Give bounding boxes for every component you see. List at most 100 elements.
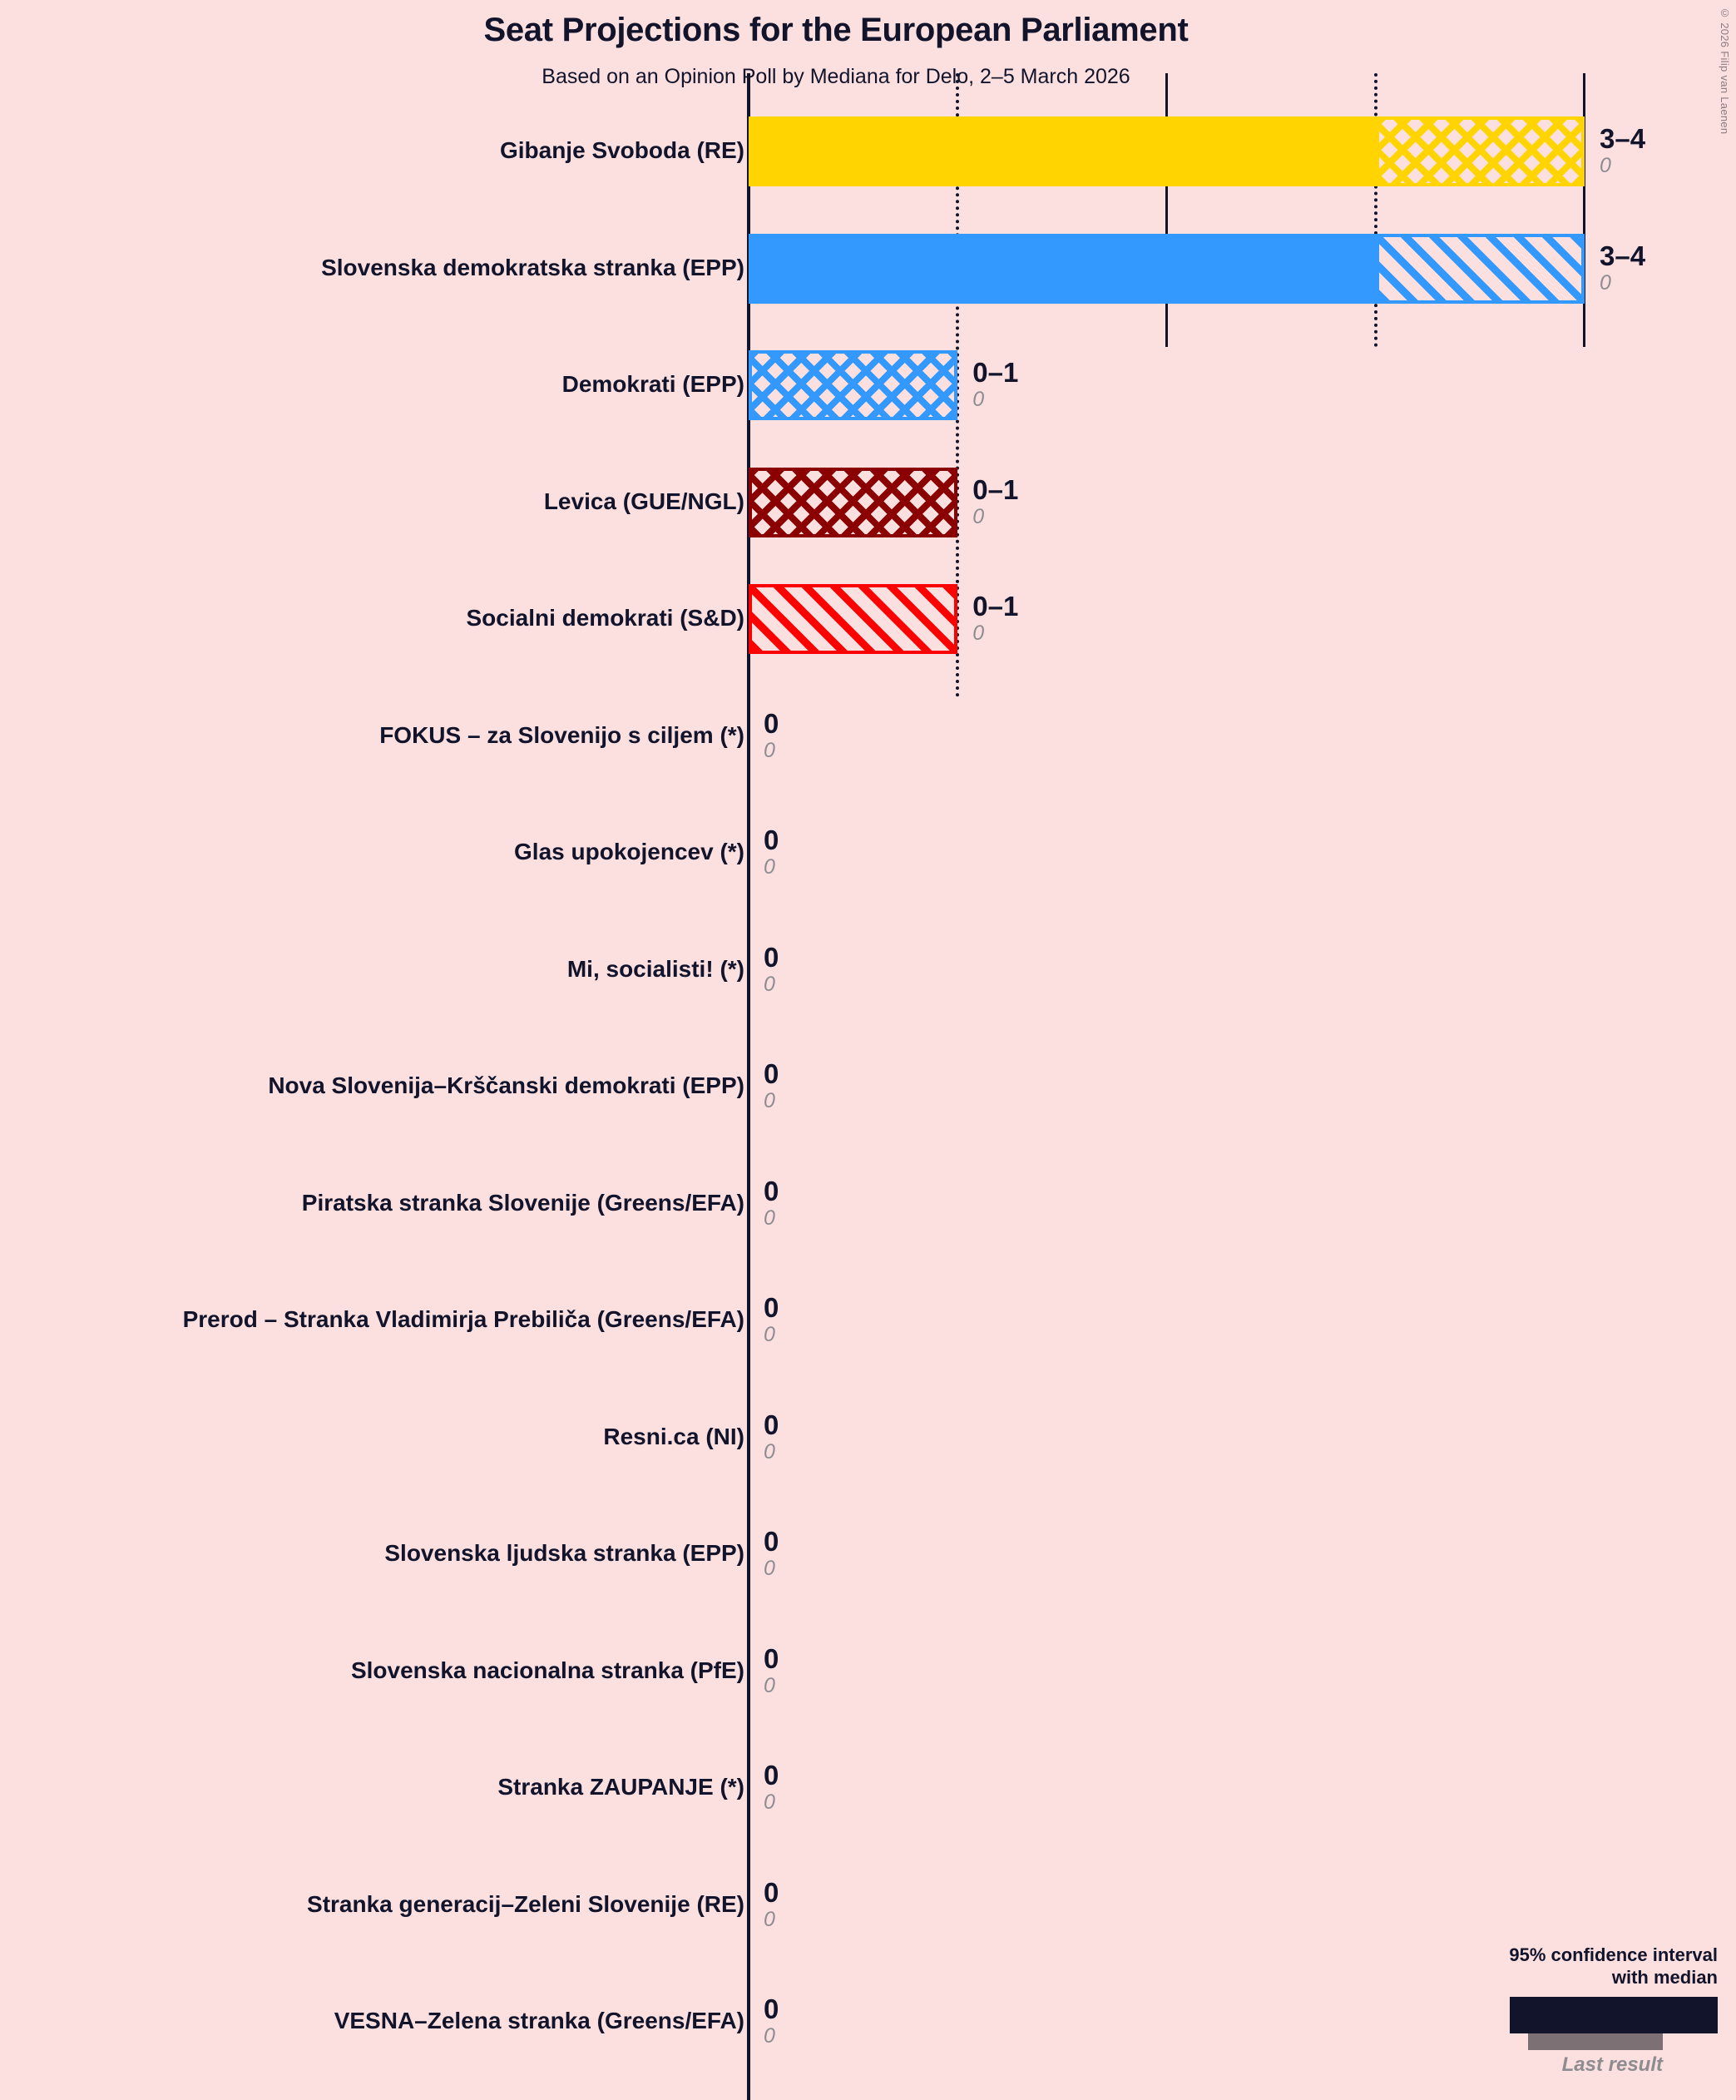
seat-value-block: 0–1 0 <box>972 476 1018 527</box>
seat-range-label: 0 <box>764 707 779 739</box>
seat-range-label: 0–1 <box>972 473 1019 505</box>
gridline-3 <box>1373 73 1377 347</box>
chart-row: Prerod – Stranka Vladimirja Prebiliča (G… <box>0 1285 1736 1355</box>
seat-value-block: 3–4 0 <box>1600 242 1645 294</box>
seat-range-label: 0 <box>764 1526 779 1557</box>
party-label: Stranka ZAUPANJE (*) <box>497 1774 744 1800</box>
party-label: Levica (GUE/NGL) <box>543 488 744 514</box>
chart-row: Socialni demokrati (S&D) 0–1 0 <box>0 584 1736 654</box>
seat-range-label: 0 <box>764 1058 779 1089</box>
chart-row: Stranka ZAUPANJE (*) 0 0 <box>0 1753 1736 1823</box>
seat-range-label: 0 <box>764 1876 779 1908</box>
last-result-label: 0 <box>764 738 775 762</box>
chart-row: Levica (GUE/NGL) 0–1 0 <box>0 467 1736 537</box>
last-result-label: 0 <box>764 1439 775 1464</box>
seat-range-label: 0 <box>764 1175 779 1206</box>
party-label: Piratska stranka Slovenije (Greens/EFA) <box>301 1189 744 1216</box>
legend-last-result-label: Last result <box>1561 2053 1663 2076</box>
bar-confidence-segment <box>749 467 958 537</box>
party-label: Slovenska demokratska stranka (EPP) <box>321 254 744 280</box>
legend-diagonal-segment <box>1683 1999 1715 2031</box>
last-result-label: 0 <box>764 1907 775 1931</box>
last-result-label: 0 <box>972 622 985 645</box>
gridline-4 <box>1583 73 1585 347</box>
last-result-label: 0 <box>764 972 775 996</box>
seat-range-label: 3–4 <box>1600 123 1646 154</box>
chart-row: Slovenska ljudska stranka (EPP) 0 0 <box>0 1519 1736 1589</box>
legend-last-result-bar <box>1528 2033 1663 2050</box>
last-result-label: 0 <box>764 855 775 879</box>
seat-range-label: 0 <box>764 941 779 973</box>
party-label: Stranka generacij–Zeleni Slovenije (RE) <box>307 1890 744 1917</box>
chart-row: Gibanje Svoboda (RE) 3–4 0 <box>0 116 1736 186</box>
seat-interval-bar <box>749 584 958 654</box>
last-result-label: 0 <box>972 388 985 411</box>
gridline-1 <box>956 73 960 697</box>
seat-value-block: 0–1 0 <box>972 592 1018 644</box>
chart-row: Slovenska nacionalna stranka (PfE) 0 0 <box>0 1637 1736 1706</box>
last-result-label: 0 <box>972 504 985 528</box>
chart-row: VESNA–Zelena stranka (Greens/EFA) 0 0 <box>0 1987 1736 2057</box>
chart-row: Demokrati (EPP) 0–1 0 <box>0 350 1736 420</box>
party-label: Resni.ca (NI) <box>603 1423 744 1449</box>
bar-confidence-segment <box>749 350 958 420</box>
party-label: Slovenska ljudska stranka (EPP) <box>384 1540 744 1566</box>
seat-range-label: 0–1 <box>972 591 1019 622</box>
last-result-label: 0 <box>764 1323 775 1346</box>
chart-row: Piratska stranka Slovenije (Greens/EFA) 0… <box>0 1169 1736 1239</box>
party-label: Glas upokojencev (*) <box>514 839 744 864</box>
chart-legend: 95% confidence interval with median Last… <box>1443 1944 1718 2077</box>
seat-interval-bar <box>749 233 1585 304</box>
last-result-label: 0 <box>1600 270 1611 295</box>
seat-interval-bar <box>749 116 1585 186</box>
seat-interval-bar <box>749 350 958 420</box>
chart-row: Stranka generacij–Zeleni Slovenije (RE) 0… <box>0 1870 1736 1940</box>
bar-confidence-segment <box>1375 233 1585 304</box>
bar-median-segment <box>749 233 1376 304</box>
seat-value-block: 0–1 0 <box>972 359 1018 410</box>
party-label: Gibanje Svoboda (RE) <box>499 137 744 163</box>
gridline-2 <box>1165 73 1168 347</box>
chart-row: Mi, socialisti! (*) 0 0 <box>0 935 1736 1005</box>
chart-row: Resni.ca (NI) 0 0 <box>0 1403 1736 1473</box>
seat-range-label: 0 <box>764 1292 779 1323</box>
party-label: Slovenska nacionalna stranka (PfE) <box>350 1657 744 1683</box>
party-label: Demokrati (EPP) <box>561 371 744 397</box>
party-label: Nova Slovenija–Krščanski demokrati (EPP) <box>268 1072 744 1098</box>
gridline-0 <box>747 73 750 2100</box>
last-result-label: 0 <box>764 2024 775 2048</box>
legend-interval-bar <box>1510 1997 1718 2033</box>
chart-row: Nova Slovenija–Krščanski demokrati (EPP)… <box>0 1052 1736 1122</box>
bar-confidence-segment <box>749 584 958 654</box>
legend-line-2: with median <box>1611 1966 1718 1988</box>
seat-range-label: 0 <box>764 825 779 855</box>
party-label: VESNA–Zelena stranka (Greens/EFA) <box>334 2008 744 2033</box>
last-result-label: 0 <box>764 1206 775 1230</box>
party-label: Mi, socialisti! (*) <box>566 955 744 982</box>
page-title: Seat Projections for the European Parlia… <box>483 12 1189 48</box>
legend-line-1: 95% confidence interval <box>1509 1944 1718 1966</box>
seat-range-label: 3–4 <box>1600 240 1646 271</box>
last-result-label: 0 <box>764 1089 775 1112</box>
seat-range-label: 0–1 <box>972 357 1019 388</box>
bar-median-segment <box>749 116 1376 186</box>
last-result-label: 0 <box>1600 154 1611 177</box>
page-subtitle: Based on an Opinion Poll by Mediana for … <box>542 65 1130 88</box>
party-label: FOKUS – za Slovenijo s ciljem (*) <box>379 721 744 748</box>
seat-range-label: 0 <box>764 1760 779 1790</box>
bar-confidence-segment <box>1375 116 1585 186</box>
seat-interval-bar <box>749 467 958 537</box>
last-result-label: 0 <box>764 1557 775 1580</box>
